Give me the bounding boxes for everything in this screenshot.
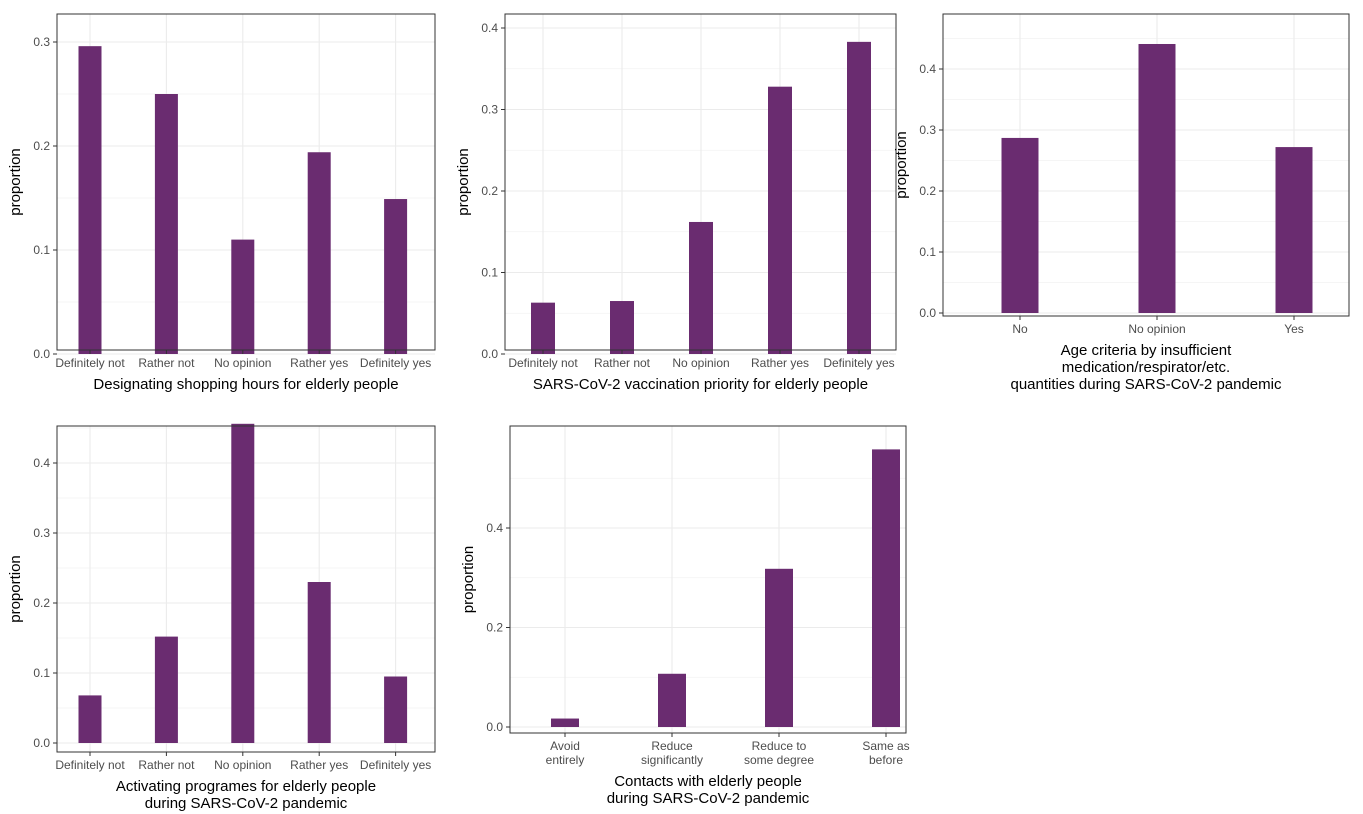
bar xyxy=(872,449,900,727)
chart-panel-contacts-elderly: 0.0 0.2 0.4 Avoid entirely Reduce significantl… xyxy=(460,425,910,807)
y-tick-label: 0.3 xyxy=(33,35,50,49)
y-tick-label: 0.0 xyxy=(486,720,503,734)
y-tick-label: 0.1 xyxy=(33,666,50,680)
plot-border xyxy=(56,13,436,351)
y-tick-label: 0.4 xyxy=(481,21,498,35)
bar xyxy=(1138,43,1176,314)
chart-panel-activating-programes: 0.0 0.1 0.2 0.3 0.4 Definitely not Rather not N… xyxy=(7,423,436,812)
x-tick-label: Same as before xyxy=(862,739,909,767)
x-tick-label: Rather not xyxy=(594,356,651,370)
y-tick-label: 0.0 xyxy=(33,347,50,361)
y-axis-label: proportion xyxy=(7,555,24,623)
y-axis-label: proportion xyxy=(7,148,24,216)
y-tick-label: 0.2 xyxy=(33,139,50,153)
bar xyxy=(384,199,408,354)
x-tick-label: Reduce to some degree xyxy=(744,739,814,767)
y-tick-label: 0.0 xyxy=(481,347,498,361)
bar xyxy=(384,676,408,743)
y-tick-label: 0.2 xyxy=(33,596,50,610)
x-tick-label: Yes xyxy=(1284,322,1304,336)
bar xyxy=(765,568,793,727)
x-tick-label: No opinion xyxy=(214,356,271,370)
chart-panel-age-criteria: 0.0 0.1 0.2 0.3 0.4 No No opinion Yes proportion… xyxy=(893,13,1350,393)
bar xyxy=(847,41,871,354)
x-tick-label: Rather yes xyxy=(290,356,348,370)
y-tick-label: 0.2 xyxy=(919,184,936,198)
plot-background xyxy=(510,426,906,733)
y-tick-label: 0.4 xyxy=(919,62,936,76)
bar xyxy=(1001,137,1039,313)
x-tick-label: Definitely yes xyxy=(823,356,894,370)
bar xyxy=(1275,147,1313,313)
bar xyxy=(154,94,178,354)
x-axis-title: SARS-CoV-2 vaccination priority for elde… xyxy=(533,376,868,393)
x-tick-label: Definitely yes xyxy=(360,356,431,370)
bar xyxy=(551,718,579,727)
y-axis-label: proportion xyxy=(893,131,910,199)
bar xyxy=(307,152,331,354)
x-tick-label: No xyxy=(1012,322,1028,336)
x-tick-label: Definitely not xyxy=(55,758,125,772)
x-tick-label: Avoid entirely xyxy=(546,739,585,767)
y-tick-label: 0.4 xyxy=(486,521,503,535)
x-tick-label: No opinion xyxy=(1128,322,1185,336)
y-tick-label: 0.2 xyxy=(481,184,498,198)
plot-border xyxy=(942,13,1350,317)
y-tick-label: 0.3 xyxy=(481,103,498,117)
y-tick-label: 0.4 xyxy=(33,456,50,470)
y-tick-label: 0.3 xyxy=(919,123,936,137)
x-tick-label: Reduce significantly xyxy=(641,739,703,767)
bar xyxy=(78,695,102,743)
x-tick-label: No opinion xyxy=(672,356,729,370)
x-tick-label: Definitely yes xyxy=(360,758,431,772)
y-tick-label: 0.3 xyxy=(33,526,50,540)
bar xyxy=(610,301,634,354)
bar xyxy=(768,86,792,355)
x-tick-label: Rather yes xyxy=(290,758,348,772)
chart-panel-shopping-hours: 0.0 0.1 0.2 0.3 Definitely not Rather not No o… xyxy=(7,13,436,393)
y-tick-label: 0.1 xyxy=(481,266,498,280)
plot-border xyxy=(509,425,907,734)
y-tick-label: 0.1 xyxy=(919,245,936,259)
x-axis-title: Designating shopping hours for elderly p… xyxy=(93,376,398,393)
bar xyxy=(78,46,102,354)
chart-panel-vaccination-priority: 0.0 0.1 0.2 0.3 0.4 Definitely not Rather not N… xyxy=(455,13,897,393)
x-tick-label: Rather not xyxy=(138,356,195,370)
x-tick-label: Definitely not xyxy=(55,356,125,370)
plot-border xyxy=(56,425,436,753)
y-tick-label: 0.0 xyxy=(919,306,936,320)
bar xyxy=(658,673,686,727)
bar xyxy=(154,636,178,743)
x-tick-label: Rather yes xyxy=(751,356,809,370)
y-tick-label: 0.0 xyxy=(33,736,50,750)
x-axis-title: Age criteria by insufficient medication/r… xyxy=(1011,342,1282,393)
bar xyxy=(231,423,255,743)
y-axis-label: proportion xyxy=(460,546,477,614)
x-tick-label: No opinion xyxy=(214,758,271,772)
x-tick-label: Rather not xyxy=(138,758,195,772)
y-axis-label: proportion xyxy=(455,148,472,216)
bar xyxy=(307,582,331,743)
y-tick-label: 0.1 xyxy=(33,243,50,257)
x-axis-title: Activating programes for elderly people d… xyxy=(116,778,376,812)
bar xyxy=(531,302,555,354)
bar xyxy=(689,221,713,354)
x-axis-title: Contacts with elderly people during SARS-… xyxy=(607,773,810,807)
y-tick-label: 0.2 xyxy=(486,621,503,635)
x-tick-label: Definitely not xyxy=(508,356,578,370)
bar xyxy=(231,239,255,354)
